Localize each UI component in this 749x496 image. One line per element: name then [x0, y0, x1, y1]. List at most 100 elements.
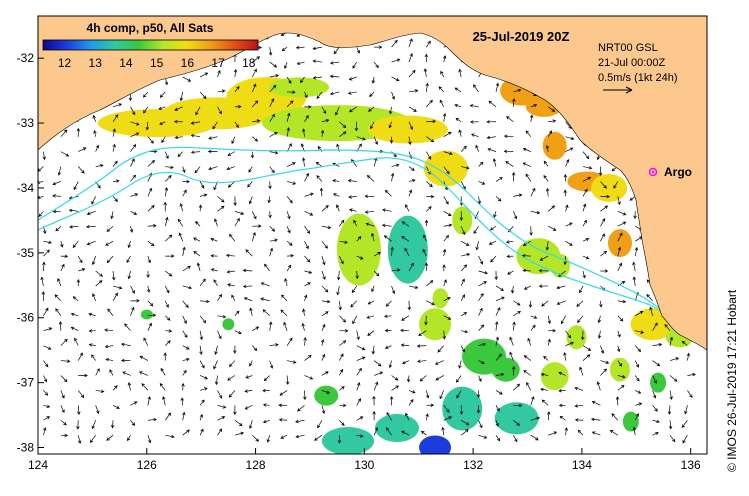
argo-float-marker[interactable] — [648, 167, 658, 177]
current-arrow — [526, 381, 532, 391]
current-arrow — [165, 434, 175, 439]
current-arrow — [669, 390, 673, 400]
current-arrow — [234, 210, 245, 215]
current-arrow — [424, 219, 429, 227]
current-arrow — [384, 328, 392, 333]
current-arrow — [234, 419, 243, 427]
current-arrow — [38, 195, 44, 200]
current-arrow — [548, 431, 558, 436]
current-arrow — [495, 82, 500, 93]
current-arrow — [269, 238, 278, 242]
current-arrow — [478, 292, 484, 302]
current-arrow — [179, 91, 184, 102]
current-arrow — [460, 264, 468, 272]
current-arrow — [596, 381, 601, 391]
current-arrow — [339, 315, 347, 323]
current-arrow — [354, 121, 359, 132]
current-arrow — [182, 300, 189, 309]
current-arrow — [88, 329, 96, 333]
current-arrow — [165, 254, 175, 258]
current-arrow — [52, 209, 61, 214]
sst-patch — [140, 309, 153, 320]
current-arrow — [617, 246, 622, 257]
current-arrow — [443, 131, 452, 137]
current-arrow — [269, 132, 278, 137]
current-arrow — [339, 353, 344, 361]
current-arrow — [88, 312, 96, 317]
current-arrow — [251, 231, 256, 242]
current-arrow — [69, 225, 79, 229]
current-arrow — [269, 113, 275, 122]
current-arrow — [60, 254, 69, 259]
current-arrow — [286, 211, 291, 220]
current-arrow — [89, 434, 96, 444]
current-arrow — [199, 345, 203, 356]
current-arrow — [190, 150, 201, 154]
current-arrow — [426, 99, 433, 108]
current-arrow — [267, 196, 271, 204]
current-arrow — [443, 315, 452, 320]
current-arrow — [234, 86, 240, 93]
current-arrow — [506, 116, 514, 123]
current-arrow — [372, 410, 376, 421]
current-arrow — [302, 308, 306, 316]
current-arrow — [530, 315, 538, 319]
current-arrow — [574, 404, 584, 408]
current-arrow — [332, 193, 340, 197]
current-arrow — [506, 254, 514, 259]
current-arrow — [234, 217, 240, 227]
current-arrow — [304, 210, 314, 216]
current-arrow — [173, 119, 183, 124]
current-arrow — [563, 352, 567, 361]
current-arrow — [106, 434, 114, 441]
current-arrow — [106, 255, 114, 264]
current-arrow — [234, 104, 242, 109]
current-arrow — [321, 270, 326, 280]
current-arrow — [287, 360, 297, 364]
current-arrow — [207, 149, 218, 154]
colorbar-strip — [42, 39, 259, 51]
current-arrow — [250, 151, 255, 159]
current-arrow — [42, 151, 46, 161]
current-arrow — [495, 405, 500, 412]
current-arrow — [78, 147, 87, 152]
current-arrow — [321, 390, 331, 394]
current-arrow — [77, 352, 83, 361]
current-arrow — [55, 225, 62, 232]
current-arrow — [478, 307, 483, 316]
current-arrow — [77, 390, 85, 399]
current-arrow — [617, 196, 621, 206]
y-tick-label: -33 — [17, 116, 35, 130]
current-arrow — [304, 226, 311, 234]
current-arrow — [408, 262, 414, 272]
current-arrow — [95, 270, 103, 277]
current-arrow — [635, 402, 643, 406]
current-arrow — [495, 434, 501, 442]
x-axis: 124 126 128 130 132 134 136 — [28, 448, 701, 472]
current-arrow — [104, 328, 114, 332]
current-arrow — [406, 375, 411, 383]
current-arrow — [652, 405, 658, 412]
current-arrow — [461, 329, 469, 334]
current-arrow — [582, 166, 593, 170]
current-arrow — [373, 270, 380, 277]
current-arrow — [560, 315, 566, 325]
current-arrow — [278, 403, 288, 407]
current-arrow — [225, 253, 235, 258]
current-arrow — [88, 343, 96, 347]
current-arrow — [249, 307, 253, 316]
current-arrow — [329, 61, 340, 65]
sst-patch — [540, 362, 569, 391]
current-arrow — [43, 327, 53, 332]
current-arrow — [130, 121, 140, 126]
current-arrow — [60, 263, 65, 272]
current-arrow — [77, 166, 85, 174]
current-arrow — [565, 240, 573, 246]
current-arrow — [494, 271, 498, 281]
current-arrow — [424, 315, 428, 326]
current-arrow — [92, 293, 96, 301]
current-arrow — [487, 147, 497, 152]
current-arrow — [541, 399, 549, 406]
current-arrow — [408, 136, 412, 146]
current-arrow — [245, 249, 253, 257]
